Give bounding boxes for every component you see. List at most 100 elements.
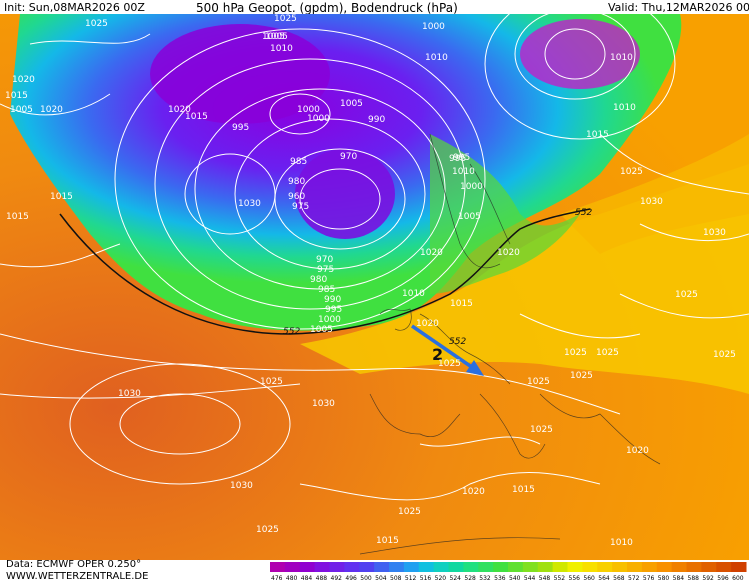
colorbar-tick-label: 584 (673, 575, 685, 582)
isobar-label: 985 (318, 285, 335, 295)
isobar-labels: 1025102010151005101010151005102010159959… (5, 14, 736, 548)
colorbar-tick-label: 528 (464, 575, 476, 582)
isobar-label: 1030 (312, 399, 335, 409)
colorbar-tick-label: 544 (524, 575, 536, 582)
colorbar-tick-label: 576 (643, 575, 655, 582)
colorbar-swatch (522, 562, 539, 572)
colorbar-swatch (478, 562, 494, 572)
isobars (0, 14, 749, 501)
colorbar-swatch (314, 562, 331, 572)
isobar-label: 1025 (274, 14, 297, 24)
isobar-label: 970 (340, 152, 357, 162)
isobar-label: 1010 (425, 53, 448, 63)
isobar-label: 1025 (260, 377, 283, 387)
orange-band (560, 134, 749, 254)
colorbar-tick-label: 580 (658, 575, 670, 582)
colorbar-swatch (716, 562, 732, 572)
isobar-label: 1025 (564, 348, 587, 358)
colorbar-swatch (433, 562, 450, 572)
isobar-label: 1015 (50, 192, 73, 202)
isobar-label: 1020 (420, 248, 443, 258)
colorbar-swatch (686, 562, 702, 572)
colorbar-tick-label: 540 (509, 575, 521, 582)
colorbar-swatch (389, 562, 405, 572)
colorbar-tick-label: 596 (717, 575, 729, 582)
colorbar-tick-label: 600 (732, 575, 744, 582)
isobar-label: 1015 (185, 112, 208, 122)
isobar-label: 1025 (675, 290, 698, 300)
siberian-core (520, 19, 640, 89)
colorbar-tick-label: 520 (435, 575, 447, 582)
colorbar-tick-label: 552 (554, 575, 566, 582)
coastlines (359, 133, 661, 555)
isobar-label: 970 (316, 255, 333, 265)
isobar-label: 1030 (703, 228, 726, 238)
weather-map: 2 10251020101510051010101510051020101599… (0, 14, 749, 560)
colorbar-swatch (463, 562, 479, 572)
polar-vortex-core (150, 24, 330, 124)
colorbar-tick-label: 560 (583, 575, 595, 582)
colorbar-swatch (299, 562, 316, 572)
map-title: 500 hPa Geopot. (gpdm), Bodendruck (hPa) (196, 1, 458, 15)
isobar-label: 1025 (85, 19, 108, 29)
contour-label: 552 (283, 327, 300, 337)
colorbar-tick-label: 476 (271, 575, 283, 582)
colorbar-tick-label: 484 (301, 575, 313, 582)
isobar-label: 990 (368, 115, 385, 125)
isobar-label: 1010 (613, 103, 636, 113)
colorbar-tick-label: 536 (494, 575, 506, 582)
colorbar-swatch (597, 562, 613, 572)
colorbar-swatch (418, 562, 435, 572)
isobar-label: 1020 (626, 446, 649, 456)
contour-label: 552 (575, 208, 592, 218)
site-credit: WWW.WETTERZENTRALE.DE (6, 571, 149, 582)
isobar-label: 1005 (262, 32, 285, 42)
isobar-label: 1025 (620, 167, 643, 177)
isobar-label: 1015 (586, 130, 609, 140)
isobar-label: 1030 (238, 199, 261, 209)
isobar-label: 1005 (10, 105, 33, 115)
isobar-label: 995 (453, 153, 470, 163)
isobar-label: 995 (325, 305, 342, 315)
colorbar-tick-label: 488 (316, 575, 328, 582)
isobar-label: 1010 (610, 538, 633, 548)
isobar-label: 1000 (422, 22, 445, 32)
colorbar-swatch (374, 562, 390, 572)
isobar-label: 1020 (497, 248, 520, 258)
colorbar-swatch (448, 562, 464, 572)
colorbar-swatch (270, 562, 286, 572)
isobar-label: 1025 (570, 371, 593, 381)
colorbar-swatch (641, 562, 658, 572)
contour-label: 552 (449, 337, 466, 347)
colorbar-swatch (284, 562, 301, 572)
colorbar-tick-label: 556 (569, 575, 581, 582)
isobar-label: 1000 (460, 182, 483, 192)
isobar-label: 1010 (452, 167, 475, 177)
isobar-label: 995 (232, 123, 249, 133)
colorbar-swatch (731, 562, 747, 572)
isobar-label: 1000 (318, 315, 341, 325)
colorbar-swatch (552, 562, 569, 572)
isobar-label: 1025 (713, 350, 736, 360)
colorbar-tick-label: 500 (360, 575, 372, 582)
contour-labels: 552 552 552 (283, 208, 592, 347)
isobar-label: 1030 (640, 197, 663, 207)
colorbar-tick-label: 532 (479, 575, 491, 582)
colorbar-tick-label: 516 (420, 575, 432, 582)
colorbar-tick-label: 572 (628, 575, 640, 582)
colorbar-tick-label: 504 (375, 575, 387, 582)
data-source-label: Data: ECMWF OPER 0.250° (6, 559, 142, 570)
low-core (295, 149, 395, 239)
isobar-label: 1020 (168, 105, 191, 115)
isobar-label: 1020 (462, 487, 485, 497)
colorbar-tick-label: 524 (450, 575, 462, 582)
isobar-label: 1010 (610, 53, 633, 63)
isobar-label: 985 (290, 157, 307, 167)
isobar-label: 1005 (265, 32, 288, 42)
isobar-label: 1030 (230, 481, 253, 491)
isobar-label: 1005 (340, 99, 363, 109)
isobar-label: 990 (324, 295, 341, 305)
colorbar-tick-label: 592 (702, 575, 714, 582)
colorbar-swatch (671, 562, 688, 572)
